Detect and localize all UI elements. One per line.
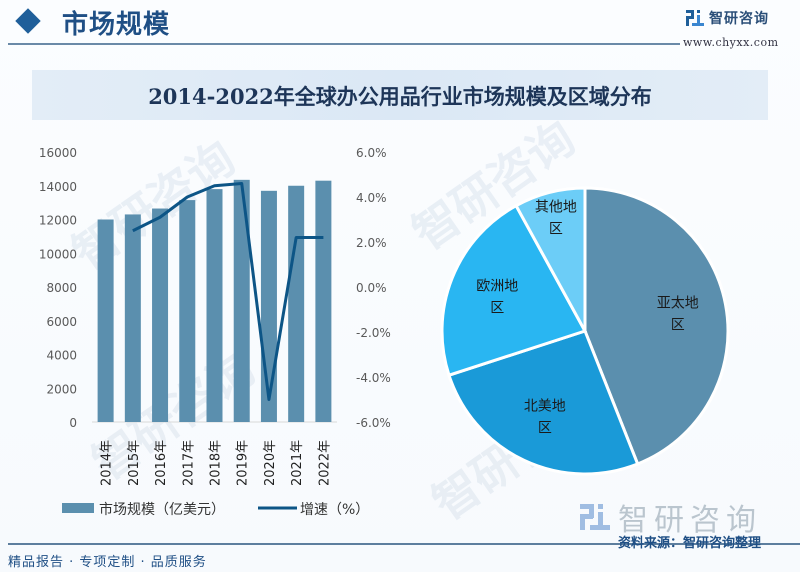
bar-2021年 <box>288 185 305 422</box>
left-axis-tick-label: 0 <box>69 416 77 430</box>
legend-line-label: 增速（%） <box>300 502 369 518</box>
left-axis-tick-label: 10000 <box>39 247 77 261</box>
bar-2017年 <box>179 200 196 422</box>
x-axis-tick-label: 2018年 <box>209 440 224 486</box>
pie-label-欧洲地区: 欧洲地 <box>476 278 518 294</box>
x-axis-tick-label: 2020年 <box>263 440 278 486</box>
left-y-axis: 0 2000 4000 6000 8000 10000 12000 14000 16000 <box>39 146 77 430</box>
bar-2016年 <box>152 208 169 422</box>
pie-label-北美地区: 北美地 <box>524 398 566 414</box>
left-axis-tick-label: 12000 <box>39 214 77 228</box>
bar-2018年 <box>206 189 223 422</box>
x-axis-tick-label: 2016年 <box>154 440 169 486</box>
pie-label-欧洲地区: 区 <box>490 300 504 316</box>
section-title: 市场规模 <box>62 10 171 40</box>
x-axis-tick-label: 2014年 <box>100 440 115 486</box>
pie-label-其他地区: 其他地 <box>535 199 577 215</box>
right-axis-tick-label: 4.0% <box>356 191 387 205</box>
pie-slice-亚太地区 <box>583 186 730 466</box>
legend-bar-label: 市场规模（亿美元） <box>99 501 225 518</box>
x-axis-tick-label: 2019年 <box>236 440 251 486</box>
chart-legend: 市场规模（亿美元） 增速（%） <box>62 501 369 518</box>
left-axis-tick-label: 16000 <box>39 146 77 160</box>
pie-slice-欧洲地区 <box>440 203 588 378</box>
pie-slice-其他地区 <box>514 186 587 332</box>
logo-url: www.chyxx.com <box>683 36 779 49</box>
growth-line-series <box>132 182 324 401</box>
bar-2015年 <box>124 214 141 422</box>
bar-2014年 <box>97 219 114 422</box>
x-axis-tick-label: 2015年 <box>127 440 142 486</box>
x-axis-tick-label: 2021年 <box>290 440 305 486</box>
right-axis-tick-label: 6.0% <box>356 146 387 160</box>
right-axis-tick-label: -4.0% <box>356 371 391 385</box>
bar-2022年 <box>315 180 332 422</box>
left-axis-tick-label: 2000 <box>46 382 77 396</box>
right-axis-tick-label: -6.0% <box>356 416 391 430</box>
left-axis-tick-label: 8000 <box>46 281 77 295</box>
right-axis-tick-label: 0.0% <box>356 281 387 295</box>
pie-slice-北美地区 <box>447 329 640 476</box>
right-axis-tick-label: -2.0% <box>356 326 391 340</box>
logo-text: 智研咨询 <box>709 11 769 27</box>
header-divider <box>8 43 680 45</box>
footer-brand-watermark: 智研咨询 <box>580 495 762 539</box>
left-axis-tick-label: 6000 <box>46 315 77 329</box>
left-axis-tick-label: 4000 <box>46 349 77 363</box>
footer-divider <box>8 543 800 545</box>
x-axis-tick-label: 2022年 <box>317 440 332 486</box>
pie-chart <box>440 186 730 476</box>
pie-label-亚太地区: 区 <box>671 317 685 333</box>
footer-brand-text: 智研咨询 <box>618 503 762 538</box>
legend-bar-swatch <box>62 503 94 513</box>
right-y-axis: -6.0% -4.0% -2.0% 0.0% 2.0% 4.0% 6.0% <box>356 146 391 430</box>
chart-title-band: 2014-2022年全球办公用品行业市场规模及区域分布 <box>32 70 768 120</box>
brand-logo: 智研咨询 <box>686 8 769 28</box>
right-axis-tick-label: 2.0% <box>356 236 387 250</box>
pie-label-亚太地区: 亚太地 <box>657 295 699 311</box>
section-header: 市场规模 智研咨询 www.chyxx.com <box>0 0 800 49</box>
growth-rate-line <box>132 182 324 401</box>
x-axis-tick-label: 2017年 <box>181 440 196 486</box>
data-source: 资料来源：智研咨询整理 <box>618 536 762 551</box>
footer-tagline: 精品报告 · 专项定制 · 品质服务 <box>8 555 207 570</box>
x-axis-labels: 2014年 2015年 2016年 2017年 2018年 2019年 2020年 2021年… <box>100 440 333 486</box>
bar-2019年 <box>233 179 250 422</box>
pie-label-其他地区: 区 <box>549 221 563 237</box>
logo-mark-icon <box>686 10 704 26</box>
footer-logo-mark-icon <box>580 504 610 530</box>
bar-series <box>97 179 332 422</box>
bar-2020年 <box>260 190 277 422</box>
chart-title: 2014-2022年全球办公用品行业市场规模及区域分布 <box>148 84 652 109</box>
pie-label-北美地区: 区 <box>538 420 552 436</box>
left-axis-tick-label: 14000 <box>39 180 77 194</box>
